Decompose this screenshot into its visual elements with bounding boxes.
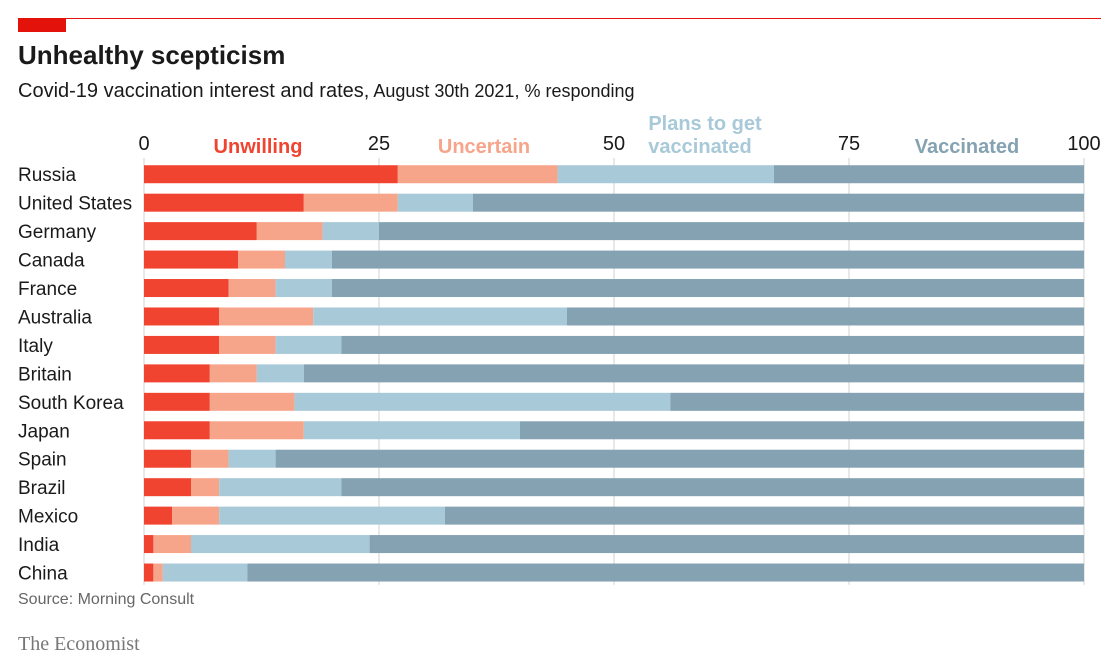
category-label-france: France <box>18 279 77 300</box>
bar-china-uncertain <box>153 563 163 582</box>
bar-russia-plans <box>557 165 774 184</box>
category-label-china: China <box>18 564 68 585</box>
bar-canada-plans <box>285 250 332 269</box>
bar-italy-vaccinated <box>341 335 1084 354</box>
x-tick-label-25: 25 <box>368 133 390 155</box>
bar-brazil-vaccinated <box>341 478 1084 497</box>
category-label-japan: Japan <box>18 421 70 442</box>
category-label-india: India <box>18 535 60 556</box>
x-axis-ticks: 0 25 50 75 100 <box>138 133 1100 155</box>
category-label-brazil: Brazil <box>18 478 66 499</box>
x-tick-label-0: 0 <box>138 133 149 155</box>
bar-mexico-uncertain <box>172 506 220 525</box>
economist-red-tag <box>18 18 66 32</box>
bar-france-uncertain <box>228 279 276 298</box>
legend-plans-line2: vaccinated <box>648 136 751 158</box>
bar-india-plans <box>191 535 370 554</box>
category-label-spain: Spain <box>18 450 67 471</box>
category-label-germany: Germany <box>18 222 97 243</box>
legend-uncertain: Uncertain <box>438 136 530 158</box>
bar-italy-plans <box>275 335 342 354</box>
bar-france-plans <box>275 279 332 298</box>
bar-canada-uncertain <box>238 250 285 269</box>
bar-south-korea-uncertain <box>209 392 295 411</box>
legend-vaccinated: Vaccinated <box>915 136 1020 158</box>
x-tick-label-50: 50 <box>603 133 625 155</box>
bar-russia-unwilling <box>144 165 398 184</box>
bar-france-vaccinated <box>332 279 1084 298</box>
category-label-united-states: United States <box>18 194 132 215</box>
category-label-britain: Britain <box>18 364 72 385</box>
category-labels: Russia United States Germany Canada France Au… <box>18 165 132 584</box>
bar-united-states-vaccinated <box>473 193 1084 212</box>
subtitle-main: Covid-19 vaccination interest and rates, <box>18 80 370 102</box>
bar-australia-plans <box>313 307 567 326</box>
bar-south-korea-plans <box>294 392 671 411</box>
source-note: Source: Morning Consult <box>18 591 195 608</box>
x-tick-label-75: 75 <box>838 133 860 155</box>
bar-india-uncertain <box>153 535 191 554</box>
bar-india-vaccinated <box>369 535 1085 554</box>
chart-subtitle: Covid-19 vaccination interest and rates,… <box>18 80 635 103</box>
bar-china-plans <box>162 563 248 582</box>
bar-spain-unwilling <box>144 449 191 468</box>
category-label-south-korea: South Korea <box>18 393 124 414</box>
bar-germany-plans <box>322 222 379 241</box>
bar-france-unwilling <box>144 279 229 298</box>
bar-mexico-plans <box>219 506 445 525</box>
bar-mexico-unwilling <box>144 506 173 525</box>
bar-britain-unwilling <box>144 364 210 383</box>
bar-australia-vaccinated <box>567 307 1084 326</box>
bar-britain-uncertain <box>209 364 257 383</box>
bar-russia-vaccinated <box>773 165 1084 184</box>
bar-canada-vaccinated <box>332 250 1084 269</box>
bar-italy-uncertain <box>219 335 276 354</box>
bars <box>144 165 1085 582</box>
bar-germany-uncertain <box>256 222 323 241</box>
bar-mexico-vaccinated <box>444 506 1084 525</box>
bar-brazil-plans <box>219 478 342 497</box>
bar-germany-vaccinated <box>379 222 1084 241</box>
bar-spain-vaccinated <box>275 449 1085 468</box>
bar-japan-plans <box>303 421 520 440</box>
legend-unwilling: Unwilling <box>214 136 303 158</box>
bar-canada-unwilling <box>144 250 238 269</box>
bar-japan-uncertain <box>209 421 304 440</box>
chart-title: Unhealthy scepticism <box>18 40 286 70</box>
bar-united-states-plans <box>397 193 473 212</box>
bar-britain-plans <box>256 364 304 383</box>
legend: Unwilling Uncertain Plans to get vaccina… <box>214 113 1020 158</box>
bar-germany-unwilling <box>144 222 257 241</box>
bar-south-korea-vaccinated <box>670 392 1084 411</box>
bar-brazil-unwilling <box>144 478 191 497</box>
bar-spain-uncertain <box>191 449 229 468</box>
category-label-russia: Russia <box>18 165 77 186</box>
legend-plans-line1: Plans to get <box>648 113 762 135</box>
bar-japan-unwilling <box>144 421 210 440</box>
bar-japan-vaccinated <box>520 421 1084 440</box>
bar-russia-uncertain <box>397 165 558 184</box>
bar-brazil-uncertain <box>191 478 220 497</box>
bar-spain-plans <box>228 449 276 468</box>
bar-south-korea-unwilling <box>144 392 210 411</box>
subtitle-date: August 30th 2021, % responding <box>369 81 635 101</box>
bar-united-states-uncertain <box>303 193 398 212</box>
top-rule <box>18 18 1101 19</box>
bar-italy-unwilling <box>144 335 220 354</box>
bar-united-states-unwilling <box>144 193 304 212</box>
bar-britain-vaccinated <box>303 364 1084 383</box>
bar-india-unwilling <box>144 535 154 554</box>
x-tick-label-100: 100 <box>1067 133 1100 155</box>
category-label-australia: Australia <box>18 307 92 328</box>
category-label-mexico: Mexico <box>18 507 78 528</box>
bar-china-unwilling <box>144 563 154 582</box>
bar-australia-unwilling <box>144 307 220 326</box>
category-label-italy: Italy <box>18 336 53 357</box>
category-label-canada: Canada <box>18 251 85 272</box>
bar-china-vaccinated <box>247 563 1084 582</box>
economist-logo: The Economist <box>18 633 140 655</box>
bar-australia-uncertain <box>219 307 314 326</box>
